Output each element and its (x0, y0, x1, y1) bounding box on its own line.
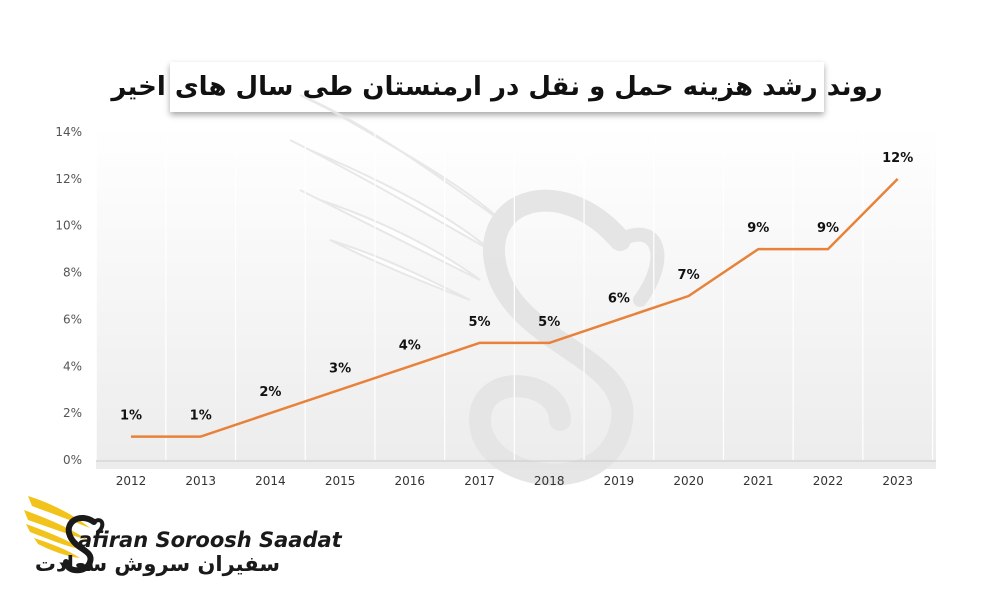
data-label: 6% (608, 291, 630, 306)
y-tick-label: 8% (63, 266, 82, 280)
y-axis: 0% 2% 4% 6% 8% 10% 12% 14% (55, 125, 82, 467)
data-label: 4% (399, 338, 421, 353)
data-label: 7% (678, 268, 700, 283)
logo-text-fa: سفیران سروش سعادت (34, 552, 280, 576)
logo-swan-icon (24, 496, 105, 574)
x-tick-label: 2017 (464, 474, 495, 488)
data-label: 12% (882, 151, 913, 166)
data-label: 9% (817, 221, 839, 236)
x-tick-label: 2012 (116, 474, 147, 488)
y-tick-label: 2% (63, 406, 82, 420)
series-line (131, 178, 899, 438)
x-tick-label: 2021 (743, 474, 774, 488)
chart-title: روند رشد هزینه حمل و نقل در ارمنستان طی … (111, 62, 883, 112)
data-label: 1% (190, 409, 212, 424)
data-label: 9% (747, 221, 769, 236)
y-tick-label: 10% (55, 219, 82, 233)
data-label: 5% (538, 315, 560, 330)
data-label: 3% (329, 362, 351, 377)
logo-text-en: afiran Soroosh Saadat (78, 528, 342, 552)
x-tick-label: 2016 (395, 474, 426, 488)
y-tick-label: 12% (55, 172, 82, 186)
x-tick-label: 2015 (325, 474, 356, 488)
data-labels: 1% 1% 2% 3% 4% 5% 5% 6% 7% 9% 9% 12% (120, 151, 913, 424)
watermark-swan (289, 94, 665, 486)
data-label: 5% (468, 315, 490, 330)
x-tick-label: 2014 (255, 474, 286, 488)
data-label: 2% (259, 385, 281, 400)
x-tick-label: 2019 (604, 474, 635, 488)
x-tick-label: 2020 (673, 474, 704, 488)
x-tick-label: 2018 (534, 474, 565, 488)
company-logo (18, 492, 318, 584)
y-tick-label: 0% (63, 453, 82, 467)
y-tick-label: 6% (63, 312, 82, 326)
data-label: 1% (120, 409, 142, 424)
y-tick-label: 14% (55, 125, 82, 139)
x-tick-label: 2013 (185, 474, 216, 488)
y-tick-label: 4% (63, 359, 82, 373)
x-tick-label: 2022 (813, 474, 844, 488)
grid-lines (95, 124, 934, 460)
x-tick-label: 2023 (882, 474, 913, 488)
x-axis: 2012 2013 2014 2015 2016 2017 2018 2019 2020 2021… (116, 474, 913, 488)
